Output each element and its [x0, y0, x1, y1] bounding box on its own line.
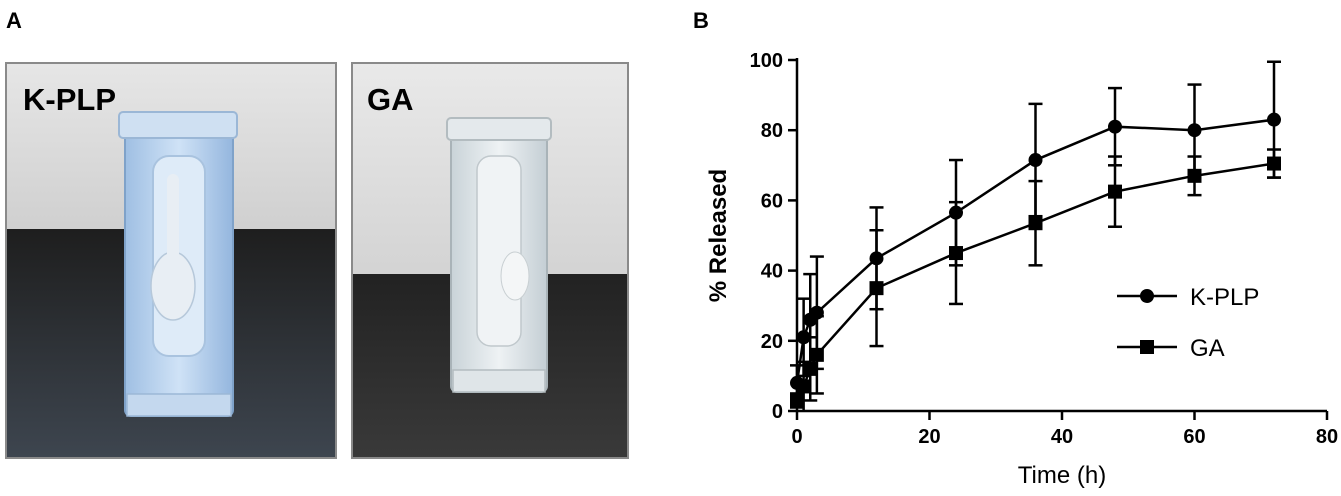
- x-tick-label: 80: [1316, 426, 1338, 448]
- ga-point: [790, 393, 804, 408]
- legend-marker-k-plp: [1140, 289, 1154, 303]
- ga-point: [809, 347, 824, 362]
- y-tick-label: 60: [761, 190, 783, 212]
- photo-ga: GA: [351, 62, 629, 459]
- vial-photo-ga: [353, 64, 627, 457]
- y-tick-label: 20: [761, 331, 783, 353]
- x-tick-label: 60: [1183, 426, 1205, 448]
- ga-point: [869, 281, 884, 296]
- y-tick-label: 100: [750, 50, 783, 72]
- legend-label-k-plp: K-PLP: [1190, 284, 1259, 311]
- ga-point: [803, 361, 818, 376]
- photo-label-k-plp: K-PLP: [23, 82, 116, 117]
- x-axis-label: Time (h): [1018, 462, 1106, 489]
- y-tick-label: 0: [772, 401, 783, 423]
- ga-point: [949, 246, 963, 261]
- photo-k-plp: K-PLP: [5, 62, 337, 459]
- k-plp-series-line: [795, 118, 1275, 384]
- y-tick-label: 80: [761, 120, 783, 142]
- panel-b-letter: B: [693, 8, 709, 33]
- legend-marker-ga: [1140, 340, 1154, 354]
- ga-point: [796, 379, 811, 394]
- legend-label-ga: GA: [1190, 335, 1225, 362]
- vial-photo-k-plp: [7, 64, 335, 457]
- x-tick-label: 0: [791, 426, 802, 448]
- cuvette-blue: [118, 111, 238, 417]
- x-tick-label: 20: [918, 426, 940, 448]
- k-plp-point: [1028, 153, 1043, 168]
- photo-label-ga: GA: [367, 82, 414, 117]
- k-plp-point: [1267, 112, 1281, 127]
- ga-point: [1108, 184, 1122, 199]
- panel-a-letter: A: [6, 8, 22, 33]
- k-plp-point: [1187, 123, 1202, 138]
- ga-point: [1187, 168, 1202, 183]
- y-axis-label: % Released: [705, 169, 732, 302]
- cuvette-clear: [446, 117, 552, 393]
- release-chart: 0 20 40 60 80 100 0 20 40 60 80 Time (h) % Released K…: [705, 50, 1338, 489]
- ga-point: [1267, 156, 1281, 171]
- ga-series-line: [795, 162, 1275, 402]
- ga-point: [1028, 216, 1043, 231]
- x-tick-label: 40: [1051, 426, 1073, 448]
- y-tick-label: 40: [761, 261, 783, 283]
- k-plp-point: [1108, 119, 1122, 134]
